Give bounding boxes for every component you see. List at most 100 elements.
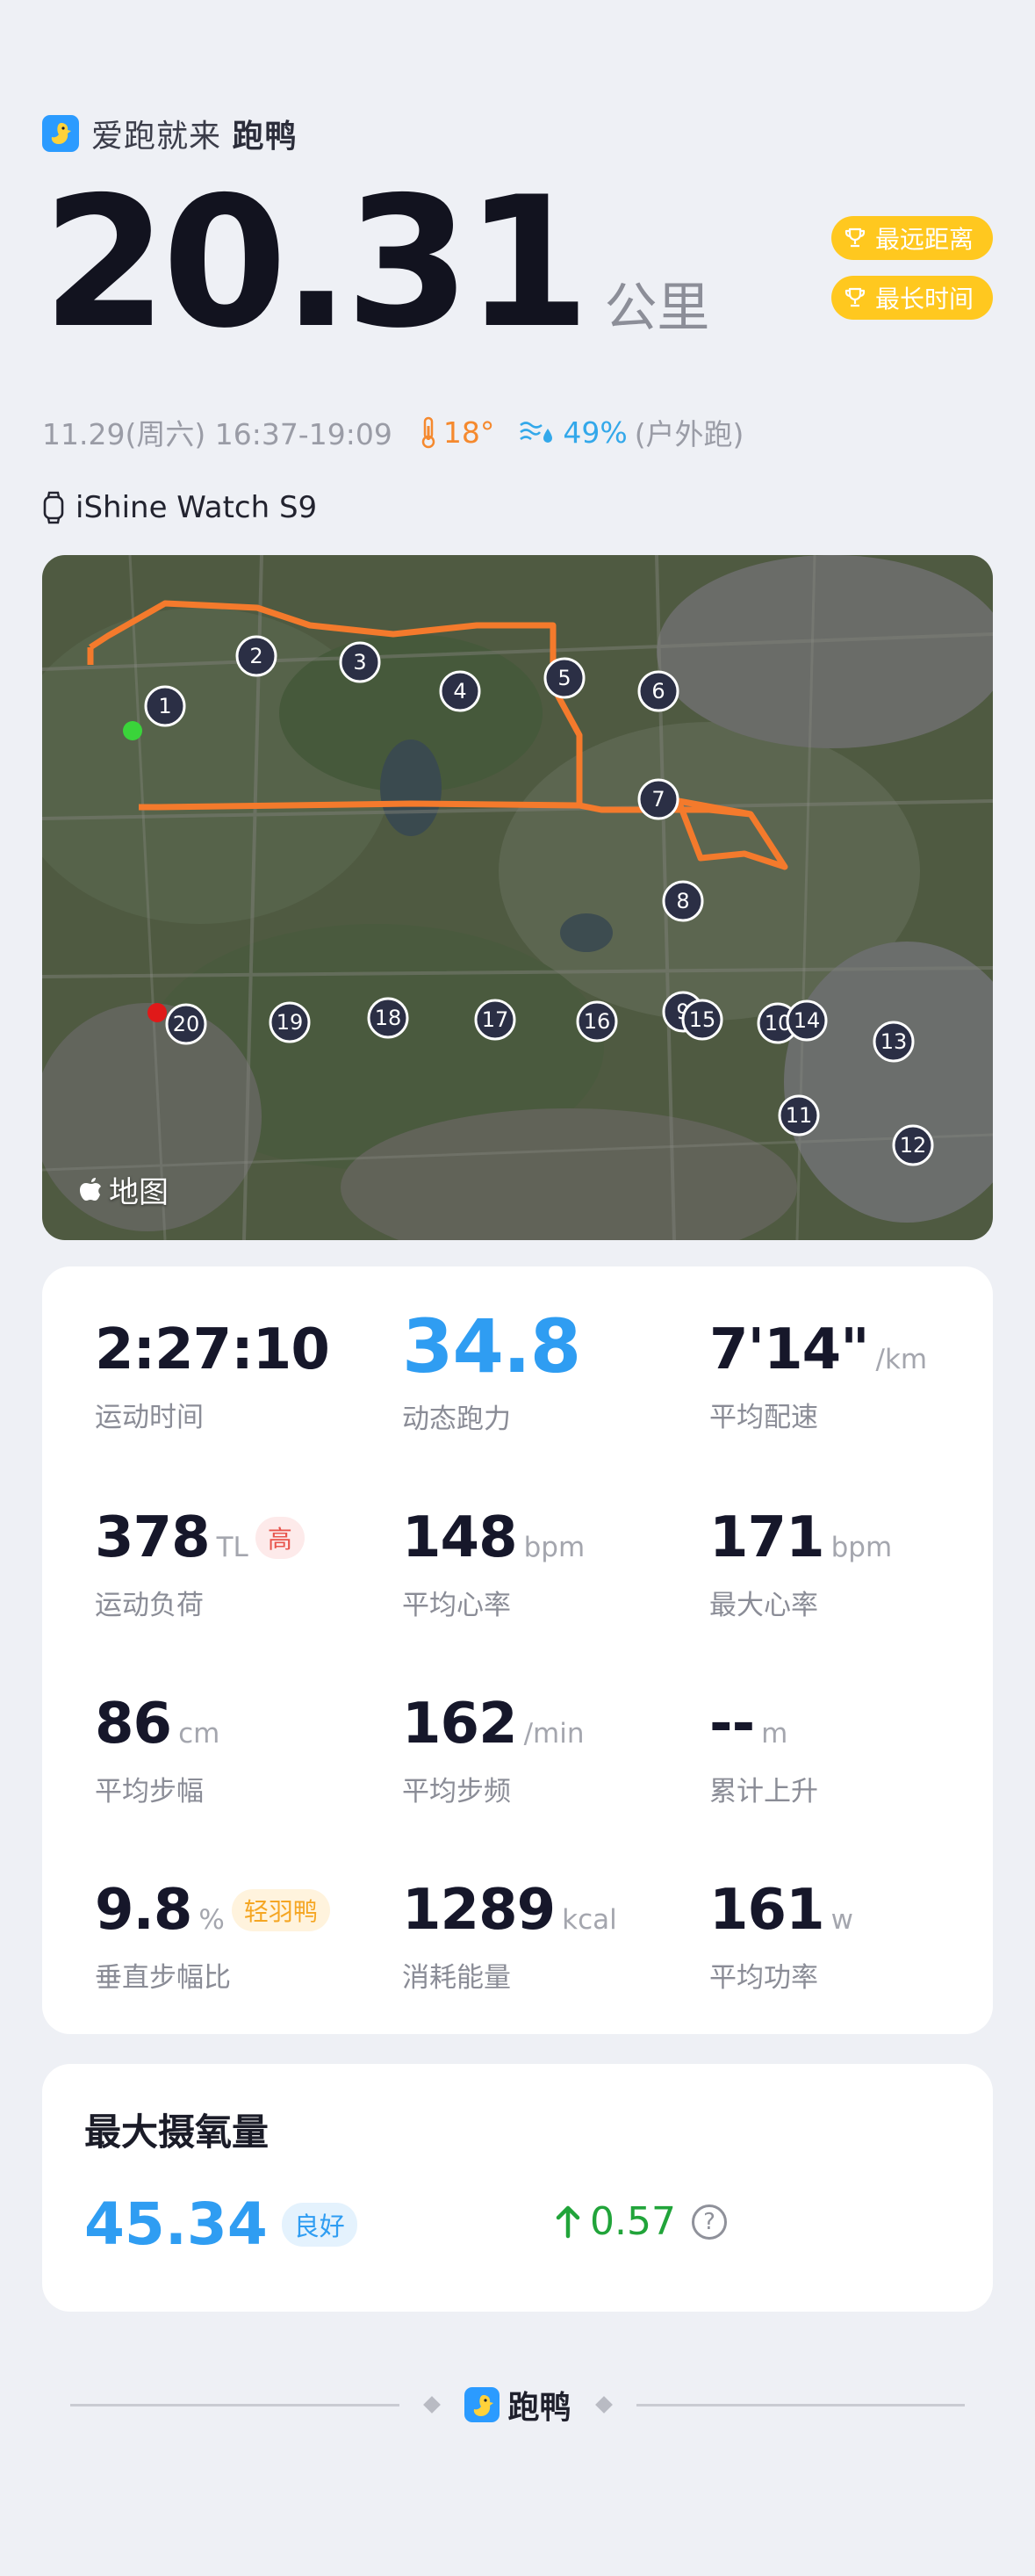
vo2max-delta: 0.57 ? [555,2199,727,2244]
stat-value: 161 [709,1878,825,1943]
svg-text:16: 16 [584,1009,611,1034]
temperature: 18° [419,415,495,450]
stat-unit: kcal [562,1904,617,1936]
km-marker: 1 [144,685,186,727]
svg-text:8: 8 [676,889,689,913]
km-marker: 6 [637,670,679,712]
stat-value: 2:27:10 [95,1317,330,1382]
help-icon[interactable]: ? [691,2204,727,2240]
stat-avg-power: 161 w 平均功率 [709,1878,853,1995]
map-attribution-text: 地图 [109,1175,169,1210]
stat-label: 动态跑力 [402,1403,511,1435]
run-meta: 11.29(周六) 16:37-19:09 18° 49% (户外跑) [42,411,744,453]
paoya-logo-icon [464,2387,500,2422]
km-marker: 13 [873,1021,915,1063]
stat-running-power: 34.8 动态跑力 [402,1303,581,1436]
brand-app-name: 跑鸭 [232,119,298,155]
km-marker: 14 [786,999,828,1042]
svg-text:20: 20 [173,1012,200,1036]
distance-value: 20.31 [42,159,590,368]
stat-label: 垂直步幅比 [95,1962,231,1994]
arrow-up-icon [556,2205,580,2238]
vo2max-value: 45.34 [84,2190,268,2258]
stat-avg-cadence: 162/min 平均步频 [402,1692,585,1808]
km-marker: 4 [439,670,481,712]
svg-text:1: 1 [158,694,171,718]
svg-text:17: 17 [482,1007,509,1032]
map-attribution: 地图 [79,1168,169,1211]
stat-label: 运动负荷 [95,1590,204,1621]
humidity-icon [520,422,553,443]
stat-unit: w [830,1904,853,1936]
stat-label: 平均配速 [709,1402,818,1433]
stat-calories: 1289 kcal 消耗能量 [402,1878,617,1995]
stat-unit: TL [216,1532,248,1563]
badge-label: 最远距离 [874,225,974,254]
km-marker: 18 [367,997,409,1039]
km-marker: 5 [543,657,586,699]
footer-brand: 跑鸭 [464,2382,571,2428]
stats-card: 2:27:10 运动时间 34.8 动态跑力 7'14"/km 平均配速 378… [42,1266,993,2034]
stat-value: 86 [95,1692,172,1757]
footer-divider [636,2403,966,2406]
route-line [89,600,788,870]
thermometer-icon [421,416,435,449]
svg-text:12: 12 [900,1133,927,1158]
badge-longest-time[interactable]: 最长时间 [830,276,993,320]
svg-text:4: 4 [453,679,466,704]
footer-app-name: 跑鸭 [507,2390,571,2426]
start-point [123,721,142,740]
stat-unit: % [198,1904,225,1936]
vo2max-rating-tag: 良好 [281,2202,357,2247]
stat-label: 平均功率 [709,1962,818,1994]
device-name: iShine Watch S9 [75,490,318,525]
trophy-icon [845,287,866,307]
vertical-ratio-tag: 轻羽鸭 [231,1889,330,1931]
km-marker: 2 [235,635,277,677]
vo2max-title: 最大摄氧量 [84,2111,270,2154]
route-map[interactable]: 1 2 3 4 5 6 7 8 9 15 10 14 13 11 12 16 1… [42,555,993,1240]
stat-avg-hr: 148 bpm 平均心率 [402,1505,585,1622]
run-datetime: 11.29(周六) 16:37-19:09 [42,417,392,451]
trophy-icon [845,227,866,248]
stat-label: 平均步幅 [95,1776,204,1808]
stat-value: 171 [709,1505,825,1570]
svg-text:15: 15 [689,1007,716,1032]
svg-text:19: 19 [277,1010,304,1035]
stat-label: 运动时间 [95,1402,204,1433]
stat-value: -- [709,1692,755,1757]
humidity-value: 49% [563,415,628,450]
svg-text:3: 3 [353,650,366,675]
watch-icon [43,491,64,524]
km-marker: 19 [269,1001,311,1043]
svg-text:7: 7 [651,787,665,812]
footer-divider [70,2403,399,2406]
km-marker: 17 [474,999,516,1041]
svg-text:11: 11 [786,1103,813,1128]
svg-text:13: 13 [880,1029,908,1054]
stat-value: 34.8 [402,1303,581,1389]
temperature-value: 18° [442,415,495,450]
km-marker: 11 [778,1094,820,1136]
stat-unit: bpm [830,1532,893,1563]
end-point [147,1003,167,1022]
achievement-badges: 最远距离 最长时间 [830,216,993,320]
stat-value: 7'14" [709,1317,870,1382]
svg-text:5: 5 [557,666,571,690]
stat-label: 消耗能量 [402,1962,511,1994]
stat-unit: /km [875,1344,928,1375]
brand-text: 爱跑就来 跑鸭 [91,111,297,156]
brand-slogan: 爱跑就来 [91,119,222,155]
km-marker: 12 [892,1124,934,1166]
map-canvas: 1 2 3 4 5 6 7 8 9 15 10 14 13 11 12 16 1… [42,555,993,1240]
svg-text:14: 14 [794,1008,821,1033]
stat-label: 平均步频 [402,1776,511,1808]
vo2max-card[interactable]: 最大摄氧量 45.34 良好 0.57 ? [42,2064,993,2312]
vo2max-delta-value: 0.57 [590,2199,676,2244]
badge-longest-distance[interactable]: 最远距离 [830,216,993,260]
stat-max-hr: 171 bpm 最大心率 [709,1505,892,1622]
stat-value: 378 [95,1505,211,1570]
svg-text:6: 6 [651,679,665,704]
footer: 跑鸭 [70,2382,966,2428]
stat-unit: cm [178,1718,220,1750]
